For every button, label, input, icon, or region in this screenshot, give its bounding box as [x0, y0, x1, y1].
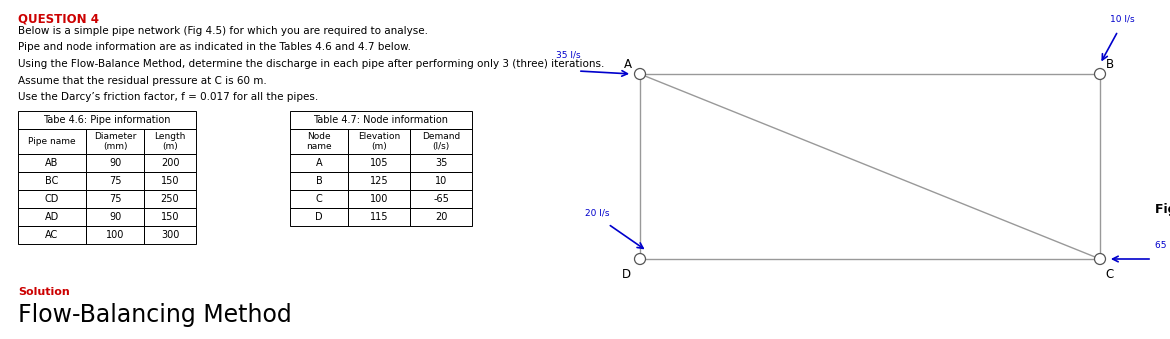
Text: 115: 115	[370, 212, 388, 222]
Bar	[144, 226, 197, 244]
Text: D: D	[621, 268, 631, 281]
Text: A: A	[316, 158, 322, 168]
Bar	[87, 129, 144, 154]
Text: Pipe name: Pipe name	[28, 137, 76, 146]
Bar	[87, 172, 144, 190]
Text: C: C	[316, 194, 323, 204]
Text: 20 l/s: 20 l/s	[585, 208, 610, 217]
Text: 90: 90	[109, 158, 122, 168]
Bar	[87, 226, 144, 244]
Bar	[144, 208, 197, 226]
Bar	[87, 190, 144, 208]
Circle shape	[1094, 254, 1106, 264]
Text: 35: 35	[435, 158, 447, 168]
Text: D: D	[315, 212, 323, 222]
Bar	[290, 154, 347, 172]
Text: 150: 150	[160, 212, 179, 222]
Bar	[290, 208, 347, 226]
Bar	[347, 208, 410, 226]
Text: 65 l/s: 65 l/s	[1155, 240, 1170, 249]
Text: Demand
(l/s): Demand (l/s)	[422, 132, 460, 151]
Text: 100: 100	[370, 194, 388, 204]
Bar	[290, 190, 347, 208]
Circle shape	[634, 68, 646, 80]
Circle shape	[1094, 68, 1106, 80]
Text: Pipe and node information are as indicated in the Tables 4.6 and 4.7 below.: Pipe and node information are as indicat…	[18, 42, 411, 53]
Text: 125: 125	[370, 176, 388, 186]
Text: 105: 105	[370, 158, 388, 168]
Text: CD: CD	[44, 194, 60, 204]
Text: 90: 90	[109, 212, 122, 222]
Bar	[290, 172, 347, 190]
Bar	[410, 190, 472, 208]
Text: Below is a simple pipe network (Fig 4.5) for which you are required to analyse.: Below is a simple pipe network (Fig 4.5)…	[18, 26, 428, 36]
Bar	[290, 111, 472, 129]
Bar	[87, 154, 144, 172]
Bar	[18, 154, 87, 172]
Bar	[347, 172, 410, 190]
Bar	[18, 190, 87, 208]
Bar	[347, 154, 410, 172]
Bar	[18, 226, 87, 244]
Text: A: A	[624, 58, 632, 71]
Text: 150: 150	[160, 176, 179, 186]
Bar	[144, 154, 197, 172]
Text: Diameter
(mm): Diameter (mm)	[94, 132, 136, 151]
Text: BC: BC	[46, 176, 59, 186]
Text: Length
(m): Length (m)	[154, 132, 186, 151]
Bar	[347, 129, 410, 154]
Text: 20: 20	[435, 212, 447, 222]
Bar	[410, 172, 472, 190]
Bar	[18, 111, 197, 129]
Text: -65: -65	[433, 194, 449, 204]
Text: 75: 75	[109, 176, 122, 186]
Bar	[410, 208, 472, 226]
Text: Node
name: Node name	[307, 132, 332, 151]
Text: B: B	[316, 176, 323, 186]
Bar	[87, 208, 144, 226]
Text: C: C	[1106, 268, 1114, 281]
Text: 200: 200	[160, 158, 179, 168]
Bar	[410, 154, 472, 172]
Text: Assume that the residual pressure at C is 60 m.: Assume that the residual pressure at C i…	[18, 76, 267, 85]
Text: 100: 100	[105, 230, 124, 240]
Bar	[18, 129, 87, 154]
Text: 75: 75	[109, 194, 122, 204]
Bar	[347, 190, 410, 208]
Text: Elevation
(m): Elevation (m)	[358, 132, 400, 151]
Bar	[18, 208, 87, 226]
Bar	[144, 190, 197, 208]
Text: 35 l/s: 35 l/s	[556, 50, 580, 59]
Text: B: B	[1106, 58, 1114, 71]
Bar	[144, 172, 197, 190]
Text: 300: 300	[160, 230, 179, 240]
Text: Fig. 4.5: Fig. 4.5	[1155, 202, 1170, 216]
Bar	[410, 129, 472, 154]
Text: Use the Darcy’s friction factor, f = 0.017 for all the pipes.: Use the Darcy’s friction factor, f = 0.0…	[18, 92, 318, 102]
Bar	[144, 129, 197, 154]
Text: Using the Flow-Balance Method, determine the discharge in each pipe after perfor: Using the Flow-Balance Method, determine…	[18, 59, 605, 69]
Text: AD: AD	[44, 212, 60, 222]
Circle shape	[634, 254, 646, 264]
Text: AB: AB	[46, 158, 59, 168]
Text: 10 l/s: 10 l/s	[1109, 15, 1134, 24]
Bar	[18, 172, 87, 190]
Text: Solution: Solution	[18, 287, 70, 297]
Text: 10: 10	[435, 176, 447, 186]
Bar	[290, 129, 347, 154]
Text: Table 4.7: Node information: Table 4.7: Node information	[314, 115, 448, 125]
Text: QUESTION 4: QUESTION 4	[18, 13, 99, 26]
Text: Tabe 4.6: Pipe information: Tabe 4.6: Pipe information	[43, 115, 171, 125]
Text: 250: 250	[160, 194, 179, 204]
Text: AC: AC	[46, 230, 59, 240]
Text: Flow-Balancing Method: Flow-Balancing Method	[18, 303, 291, 327]
